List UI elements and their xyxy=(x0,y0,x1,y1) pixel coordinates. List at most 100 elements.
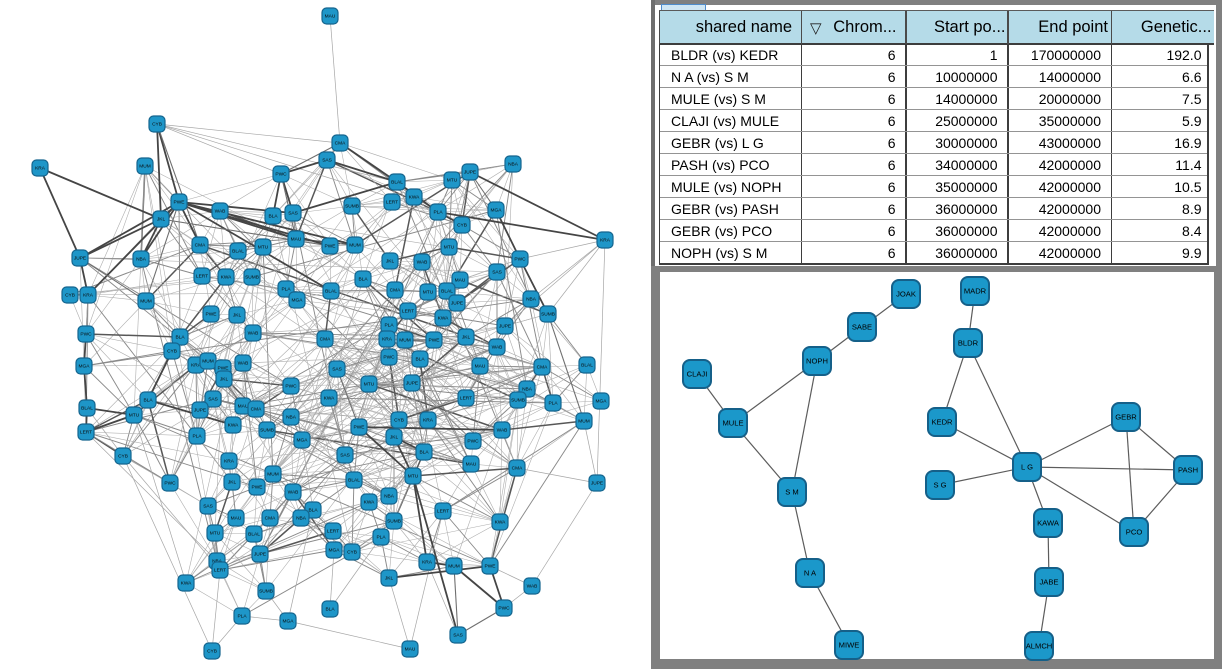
svg-text:WAB: WAB xyxy=(497,428,508,434)
svg-text:KRA: KRA xyxy=(191,363,202,369)
svg-text:CLAJI: CLAJI xyxy=(687,370,708,379)
svg-text:MADR: MADR xyxy=(964,287,987,296)
svg-text:JKL: JKL xyxy=(228,480,237,486)
svg-text:LERT: LERT xyxy=(196,274,208,280)
svg-text:KRA: KRA xyxy=(83,293,94,299)
svg-text:BLA: BLA xyxy=(419,450,429,456)
svg-text:BLA: BLA xyxy=(325,607,335,613)
svg-text:LERT: LERT xyxy=(437,509,449,515)
svg-text:MAU: MAU xyxy=(291,237,302,243)
svg-text:MAU: MAU xyxy=(475,364,486,370)
svg-text:BLA: BLA xyxy=(358,277,368,283)
svg-text:PASH: PASH xyxy=(1178,466,1198,475)
svg-text:LERT: LERT xyxy=(460,396,472,402)
svg-text:CYB: CYB xyxy=(167,349,177,355)
svg-text:BLAL: BLAL xyxy=(325,289,337,295)
svg-text:SUMB: SUMB xyxy=(259,589,273,595)
svg-text:BLA: BLA xyxy=(175,335,185,341)
svg-text:KRA: KRA xyxy=(422,560,433,566)
svg-text:GEBR: GEBR xyxy=(1115,413,1137,422)
svg-text:JABE: JABE xyxy=(1040,578,1059,587)
svg-text:PWC: PWC xyxy=(498,606,510,612)
svg-text:KRA: KRA xyxy=(600,238,611,244)
svg-text:LERT: LERT xyxy=(402,309,414,315)
svg-text:NBA: NBA xyxy=(508,162,519,168)
svg-text:JUPE: JUPE xyxy=(499,324,511,330)
svg-text:LERT: LERT xyxy=(327,529,339,535)
svg-text:LERT: LERT xyxy=(80,430,92,436)
svg-text:BLA: BLA xyxy=(143,398,153,404)
svg-text:PLA: PLA xyxy=(281,287,291,293)
svg-text:SUMB: SUMB xyxy=(387,519,401,525)
svg-text:SUMB: SUMB xyxy=(345,204,359,210)
svg-text:MGA: MGA xyxy=(329,548,341,554)
svg-text:CYB: CYB xyxy=(347,550,357,556)
svg-text:SAS: SAS xyxy=(322,158,332,164)
svg-text:MGA: MGA xyxy=(596,399,608,405)
svg-text:MUM: MUM xyxy=(140,299,151,305)
svg-text:WAB: WAB xyxy=(238,361,249,367)
svg-text:CMA: CMA xyxy=(265,516,276,522)
svg-text:ALMCH: ALMCH xyxy=(1026,642,1053,651)
svg-text:SAS: SAS xyxy=(288,211,298,217)
svg-text:MTU: MTU xyxy=(444,245,455,251)
svg-text:JUPE: JUPE xyxy=(591,481,603,487)
svg-text:PLA: PLA xyxy=(384,323,394,329)
svg-text:SUMB: SUMB xyxy=(245,275,259,281)
svg-text:JKL: JKL xyxy=(386,259,395,265)
svg-text:WAB: WAB xyxy=(215,209,226,215)
svg-text:PLA: PLA xyxy=(237,614,247,620)
svg-text:MAU: MAU xyxy=(231,516,242,522)
svg-text:PLA: PLA xyxy=(192,434,202,440)
svg-text:KRA: KRA xyxy=(382,337,393,343)
svg-text:PWC: PWC xyxy=(467,439,479,445)
svg-text:PWC: PWC xyxy=(80,332,92,338)
svg-text:BLAL: BLAL xyxy=(441,289,453,295)
svg-text:NBA: NBA xyxy=(286,415,297,421)
svg-text:PWC: PWC xyxy=(514,257,526,263)
svg-text:SUMB: SUMB xyxy=(260,428,274,434)
svg-text:JUPE: JUPE xyxy=(254,552,266,558)
svg-text:NBA: NBA xyxy=(384,494,395,500)
svg-text:LERT: LERT xyxy=(214,568,226,574)
svg-text:SAS: SAS xyxy=(203,504,213,510)
svg-text:SAS: SAS xyxy=(453,633,463,639)
svg-text:PWE: PWE xyxy=(174,200,185,206)
svg-text:PWE: PWE xyxy=(218,366,229,372)
svg-text:BLA: BLA xyxy=(415,357,425,363)
svg-text:MUM: MUM xyxy=(267,472,278,478)
svg-text:SAS: SAS xyxy=(492,270,502,276)
svg-text:KAWA: KAWA xyxy=(1037,519,1060,528)
svg-text:PWE: PWE xyxy=(206,312,217,318)
svg-text:MTU: MTU xyxy=(447,178,458,184)
svg-text:JKL: JKL xyxy=(390,435,399,441)
svg-text:PLA: PLA xyxy=(433,210,443,216)
svg-text:BLAL: BLAL xyxy=(581,363,593,369)
svg-text:MAU: MAU xyxy=(325,14,336,20)
svg-text:WAB: WAB xyxy=(492,345,503,351)
svg-text:BLAL: BLAL xyxy=(232,249,244,255)
svg-text:BLAL: BLAL xyxy=(348,478,360,484)
svg-text:CMA: CMA xyxy=(195,243,206,249)
svg-text:PWE: PWE xyxy=(429,338,440,344)
svg-text:MUM: MUM xyxy=(399,338,410,344)
svg-text:MTU: MTU xyxy=(129,413,140,419)
svg-text:KWA: KWA xyxy=(409,195,421,201)
svg-text:BLDR: BLDR xyxy=(958,339,979,348)
svg-text:PWE: PWE xyxy=(252,485,263,491)
svg-text:PWE: PWE xyxy=(325,244,336,250)
svg-text:MIWE: MIWE xyxy=(839,641,860,650)
svg-text:WAB: WAB xyxy=(248,331,259,337)
svg-text:PWC: PWC xyxy=(164,481,176,487)
svg-text:PCO: PCO xyxy=(1126,528,1143,537)
svg-text:KWA: KWA xyxy=(364,500,376,506)
svg-text:CYB: CYB xyxy=(118,454,128,460)
svg-text:MUM: MUM xyxy=(202,359,213,365)
svg-text:MTU: MTU xyxy=(423,290,434,296)
svg-text:JKL: JKL xyxy=(462,335,471,341)
svg-text:JUPE: JUPE xyxy=(451,301,463,307)
svg-text:KRA: KRA xyxy=(224,459,235,465)
svg-text:MUM: MUM xyxy=(578,419,589,425)
svg-text:PWC: PWC xyxy=(275,172,287,178)
svg-text:MGA: MGA xyxy=(297,438,309,444)
